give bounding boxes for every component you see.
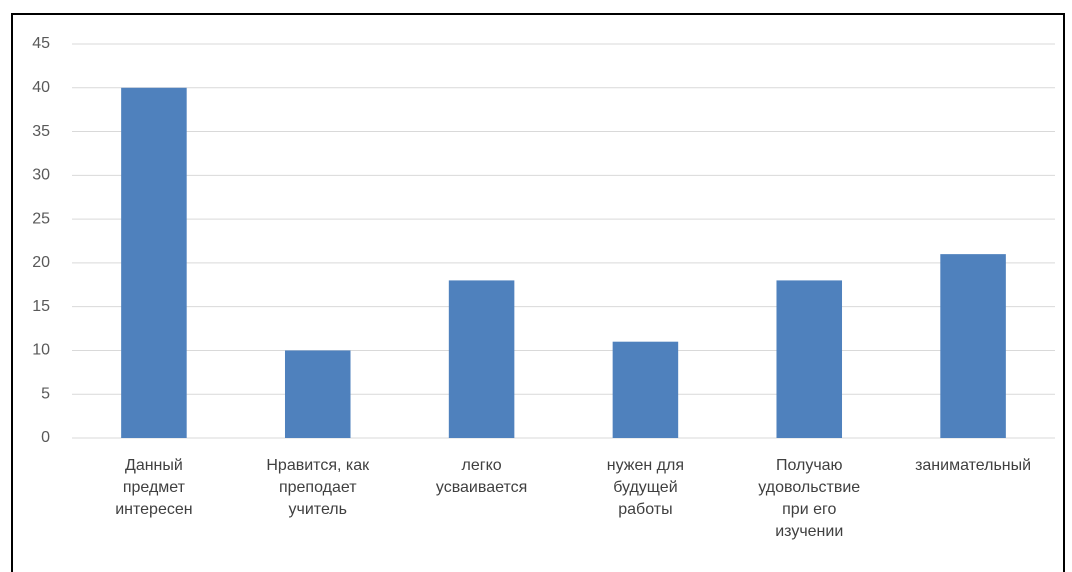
bar — [448, 280, 515, 438]
x-tick-label: легко усваивается — [435, 457, 528, 496]
y-tick-label: 25 — [32, 210, 50, 227]
y-tick-label: 40 — [32, 79, 50, 96]
bar — [121, 87, 187, 439]
x-tick-label: Данный предмет интересен — [115, 457, 193, 518]
x-tick-label: Нравится, как преподает учитель — [266, 457, 370, 518]
bar — [776, 280, 843, 438]
y-tick-label: 15 — [32, 298, 50, 315]
y-tick-label: 10 — [32, 342, 50, 359]
y-tick-label: 45 — [32, 35, 50, 52]
x-tick-label: Получаю удовольствие при его изучении — [758, 457, 861, 540]
chart-frame — [11, 13, 1065, 572]
y-tick-label: 0 — [41, 429, 50, 446]
y-tick-label: 30 — [32, 167, 50, 184]
y-tick-label: 5 — [41, 385, 50, 402]
x-tick-label: занимательный — [915, 457, 1032, 474]
bar — [940, 254, 1006, 438]
x-tick-label: нужен для будущей работы — [606, 457, 685, 518]
y-tick-label: 35 — [32, 123, 50, 140]
bar — [612, 341, 679, 438]
y-tick-label: 20 — [32, 254, 50, 271]
bar — [284, 350, 351, 438]
